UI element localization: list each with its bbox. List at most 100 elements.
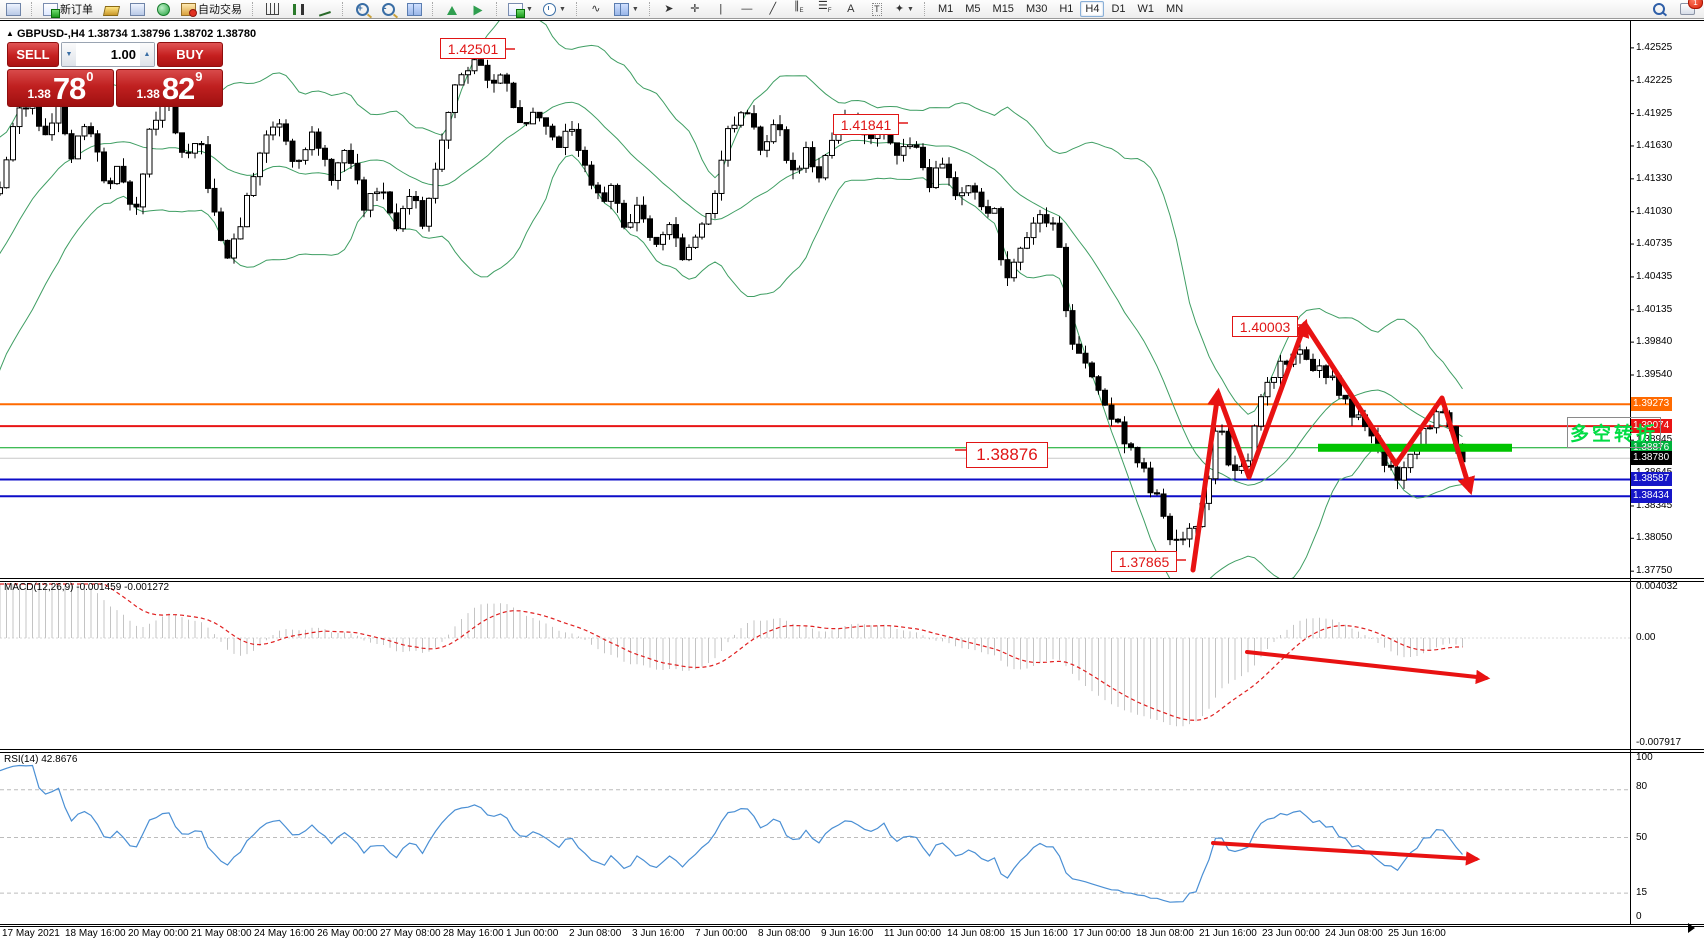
timeframe-d1[interactable]: D1 [1111, 3, 1126, 15]
chart-canvas[interactable] [0, 20, 1704, 940]
trendline-tool[interactable]: ╱ [762, 0, 784, 18]
price-tick: -0.007917 [1636, 737, 1682, 748]
new-order-button[interactable]: 新订单 [40, 0, 96, 18]
toolbar-separator [923, 2, 926, 16]
turning-point-note[interactable]: 多空转折 [1567, 417, 1661, 448]
chart-shift-icon [473, 5, 483, 15]
cursor-icon: ➤ [664, 2, 674, 15]
new-order-label: 新订单 [60, 4, 93, 16]
tile-windows-icon [406, 2, 422, 16]
bar-chart-button[interactable] [261, 0, 283, 18]
price-tick: 1.41630 [1636, 139, 1673, 151]
terminal-button[interactable] [126, 0, 148, 18]
time-tick: 27 May 08:00 [380, 928, 441, 939]
notifications-button[interactable]: 1 [1676, 0, 1703, 18]
price-level-label: 1.38587 [1631, 472, 1673, 487]
time-tick: 21 Jun 16:00 [1199, 928, 1257, 939]
price-tick: 0.00 [1636, 632, 1656, 643]
timeframe-m30[interactable]: M30 [1025, 3, 1048, 15]
horizontal-line-tool[interactable]: — [736, 0, 758, 18]
time-tick: 15 Jun 16:00 [1010, 928, 1068, 939]
templates-dropdown[interactable]: ▼ [611, 0, 642, 18]
zoom-out-icon: - [381, 2, 395, 16]
cursor-tool-button[interactable]: ➤ [658, 0, 680, 18]
market-watch-button[interactable] [100, 0, 122, 18]
gold-icon [102, 5, 120, 16]
channel-icon: ∥E [794, 0, 804, 15]
swing-price-flag[interactable]: 1.42501 [440, 38, 506, 59]
signals-button[interactable] [152, 0, 174, 18]
autotrading-button[interactable]: 自动交易 [178, 0, 245, 18]
toolbar-separator [342, 2, 344, 16]
swing-price-flag[interactable]: 1.38876 [966, 442, 1048, 468]
price-tick: 1.40735 [1636, 238, 1673, 250]
sell-price-display[interactable]: 1.38 78 0 [7, 69, 114, 107]
candlestick-chart-button[interactable] [287, 0, 309, 18]
dropdown-arrow-icon: ▼ [631, 5, 639, 13]
timeframe-m1[interactable]: M1 [937, 3, 954, 15]
buy-price-display[interactable]: 1.38 82 9 [116, 69, 223, 107]
fibonacci-tool[interactable]: ☰F [814, 0, 836, 18]
shapes-dropdown[interactable]: ✦ ▼ [892, 0, 917, 18]
equidistant-channel-tool[interactable]: ∥E [788, 0, 810, 18]
horizontal-line-icon: — [741, 2, 753, 15]
fibonacci-icon: ☰F [818, 0, 832, 15]
zoom-out-button[interactable]: - [377, 0, 399, 18]
timeframe-h1[interactable]: H1 [1059, 3, 1074, 15]
price-tick: 1.38050 [1636, 532, 1673, 544]
timeframe-w1[interactable]: W1 [1137, 3, 1155, 15]
timeframe-m15[interactable]: M15 [992, 3, 1014, 15]
auto-scroll-button[interactable] [441, 0, 463, 18]
toolbar-separator [31, 2, 33, 16]
time-tick: 3 Jun 16:00 [632, 928, 685, 939]
tile-windows-button[interactable] [403, 0, 425, 18]
line-chart-button[interactable] [313, 0, 335, 18]
swing-price-flag[interactable]: 1.40003 [1232, 316, 1298, 337]
zoom-in-button[interactable]: + [351, 0, 373, 18]
toolbar: 新订单 自动交易 + - ▼ ▼ ∿ ▼ ➤ ✛ | — ╱ ∥E ☰F A [0, 0, 1704, 19]
scroll-end-marker[interactable] [1688, 923, 1695, 933]
new-order-icon [43, 2, 60, 18]
toolbar-separator [432, 2, 434, 16]
text-label-tool[interactable]: T [866, 0, 888, 18]
trendline-icon: ╱ [769, 2, 777, 15]
open-chart-button[interactable] [2, 0, 24, 18]
volume-increase-button[interactable]: ▲ [140, 43, 154, 66]
timeframe-h4[interactable]: H4 [1080, 1, 1105, 17]
text-tool[interactable]: A [840, 0, 862, 18]
crosshair-tool-button[interactable]: ✛ [684, 0, 706, 18]
price-tick: 0 [1636, 911, 1642, 922]
time-tick: 2 Jun 08:00 [569, 928, 622, 939]
vertical-line-tool[interactable]: | [710, 0, 732, 18]
timeframe-m5[interactable]: M5 [965, 3, 981, 15]
time-tick: 11 Jun 00:00 [884, 928, 942, 939]
search-icon [1653, 3, 1665, 15]
timeframe-mn[interactable]: MN [1166, 3, 1184, 15]
dropdown-arrow-icon: ▼ [526, 5, 533, 13]
collapse-panel-icon[interactable]: ▲ [6, 29, 14, 38]
volume-decrease-button[interactable]: ▼ [62, 43, 76, 66]
swing-price-flag[interactable]: 1.41841 [833, 114, 899, 135]
search-button[interactable] [1648, 0, 1670, 18]
text-label-icon: T [872, 2, 882, 16]
profiles-dropdown[interactable]: ▼ [540, 0, 569, 18]
toolbar-separator [575, 2, 578, 16]
time-tick: 8 Jun 08:00 [758, 928, 811, 939]
template-icon [613, 2, 629, 16]
buy-button[interactable]: BUY [157, 42, 223, 67]
macd-label: MACD(12,26,9) -0.001459 -0.001272 [4, 582, 170, 593]
price-tick: 1.41330 [1636, 172, 1673, 184]
indicators-button[interactable]: ∿ [585, 0, 607, 18]
volume-input[interactable] [76, 43, 140, 66]
chart-shift-button[interactable] [467, 0, 489, 18]
time-tick: 18 May 16:00 [65, 928, 126, 939]
new-chart-dropdown[interactable]: ▼ [505, 0, 536, 18]
chart-window[interactable]: ▲ GBPUSD-,H4 1.38734 1.38796 1.38702 1.3… [0, 20, 1704, 940]
time-tick: 28 May 16:00 [443, 928, 504, 939]
price-tick: 1.41030 [1636, 205, 1673, 217]
swing-price-flag[interactable]: 1.37865 [1111, 551, 1177, 572]
signal-icon [156, 2, 170, 16]
sell-button[interactable]: SELL [7, 42, 59, 67]
one-click-trading-panel: SELL ▼ ▲ BUY 1.38 78 0 1.38 82 9 [7, 42, 223, 107]
